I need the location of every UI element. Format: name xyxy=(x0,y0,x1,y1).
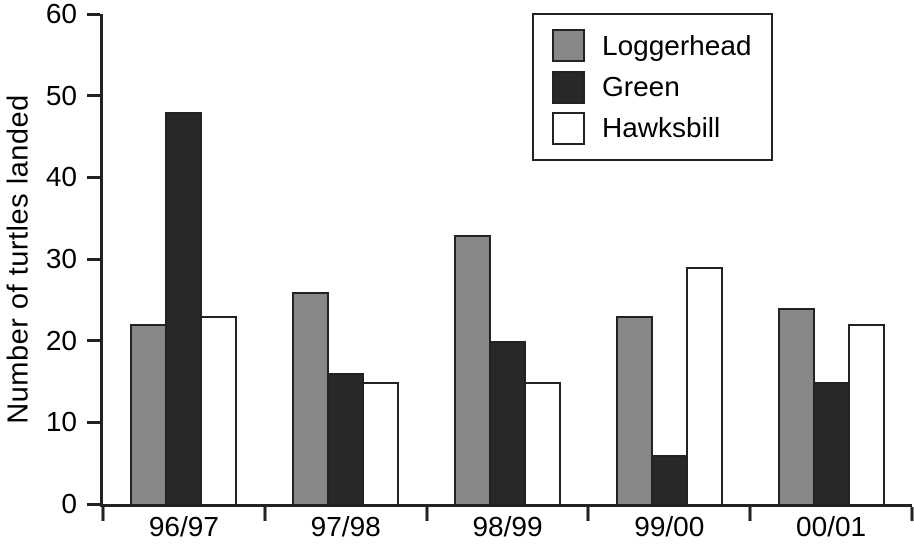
y-tick-label: 10 xyxy=(45,406,77,438)
legend-swatch-green xyxy=(552,70,585,104)
bar-loggerhead xyxy=(615,316,653,504)
x-axis-label: 99/00 xyxy=(634,511,705,542)
legend-label: Hawksbill xyxy=(602,112,721,144)
y-tick xyxy=(87,12,100,16)
bar-green xyxy=(812,381,850,504)
x-axis-label: 00/01 xyxy=(796,511,867,542)
bar-group xyxy=(750,14,912,504)
y-tick-label: 40 xyxy=(45,161,77,193)
y-tick xyxy=(87,175,100,179)
y-tick-label: 50 xyxy=(45,79,77,111)
x-axis-label: 96/97 xyxy=(148,511,219,542)
legend: Loggerhead Green Hawksbill xyxy=(532,13,773,161)
bar-group xyxy=(103,14,265,504)
legend-swatch-hawksbill xyxy=(552,111,585,145)
x-axis-label: 98/99 xyxy=(472,511,543,542)
x-axis-labels: 96/97 97/98 98/99 99/00 00/01 xyxy=(103,511,912,543)
legend-row: Green xyxy=(552,70,763,104)
bar-hawksbill xyxy=(685,267,723,504)
bar-hawksbill xyxy=(523,381,561,504)
x-tick xyxy=(101,507,105,521)
bar-green xyxy=(650,455,688,504)
y-tick xyxy=(87,94,100,98)
y-tick xyxy=(87,257,100,261)
bar-hawksbill xyxy=(362,381,400,504)
bar-hawksbill xyxy=(847,324,885,504)
y-tick xyxy=(87,420,100,424)
bar-loggerhead xyxy=(292,291,330,504)
bar-groups-container xyxy=(103,14,912,504)
bar-group xyxy=(588,14,750,504)
y-tick-label: 0 xyxy=(61,488,77,519)
legend-row: Hawksbill xyxy=(552,111,763,145)
bar-loggerhead xyxy=(453,234,491,504)
bar-green xyxy=(488,340,526,504)
x-tick xyxy=(586,507,590,521)
bar-hawksbill xyxy=(200,316,238,504)
y-tick xyxy=(87,339,100,343)
x-tick xyxy=(263,507,267,521)
bar-loggerhead xyxy=(777,308,815,504)
y-tick-label: 20 xyxy=(45,324,77,356)
bar-group xyxy=(427,14,589,504)
legend-swatch-loggerhead xyxy=(552,29,585,63)
x-tick xyxy=(425,507,429,521)
bar-green xyxy=(327,373,365,504)
bar-loggerhead xyxy=(130,324,168,504)
legend-label: Green xyxy=(602,71,680,102)
legend-label: Loggerhead xyxy=(602,29,752,61)
bar-group xyxy=(265,14,427,504)
y-tick-label: 30 xyxy=(45,243,77,274)
legend-row: Loggerhead xyxy=(552,29,763,63)
x-tick xyxy=(910,507,914,521)
x-axis-label: 97/98 xyxy=(310,511,381,542)
y-tick xyxy=(87,502,100,506)
plot-area: 0 10 20 30 40 50 60 xyxy=(46,0,914,521)
y-tick-label: 60 xyxy=(45,0,77,29)
bar-green xyxy=(165,112,203,504)
x-tick xyxy=(748,507,752,521)
